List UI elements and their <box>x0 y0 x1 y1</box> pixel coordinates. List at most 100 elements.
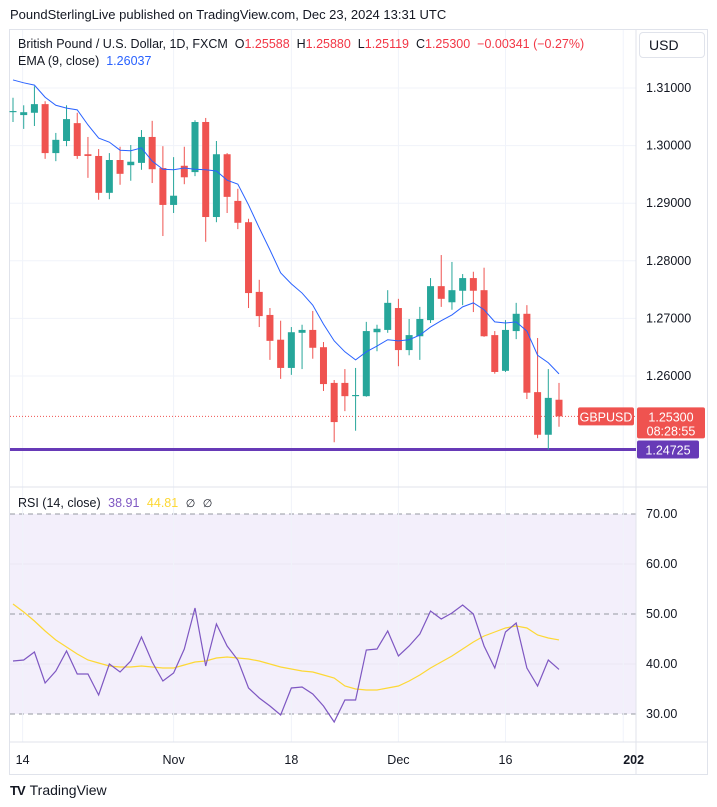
rsi-tick-label: 60.00 <box>646 557 677 571</box>
candle-body <box>105 160 113 193</box>
time-tick-label: 202 <box>623 753 644 767</box>
tradingview-logo-icon: TV <box>10 782 26 798</box>
publisher-line: PoundSterlingLive published on TradingVi… <box>10 7 447 22</box>
candle-body <box>480 290 488 337</box>
symbol-title: British Pound / U.S. Dollar, 1D, FXCM <box>18 37 228 51</box>
candle-body <box>116 160 124 174</box>
candle-body <box>362 331 370 397</box>
candle-body <box>309 329 317 348</box>
price-tick-label: 1.26000 <box>646 369 691 383</box>
candle-body <box>63 119 71 141</box>
chart-frame <box>9 29 708 775</box>
rsi-tick-label: 30.00 <box>646 707 677 721</box>
close-value: 1.25300 <box>425 37 471 51</box>
high-value: 1.25880 <box>305 37 351 51</box>
candle-body <box>137 136 145 163</box>
price-tick-label: 1.29000 <box>646 196 691 210</box>
ohlc-row: British Pound / U.S. Dollar, 1D, FXCM O 1… <box>18 36 584 53</box>
candle-body <box>41 104 49 154</box>
candle-body <box>352 395 360 397</box>
price-tick-label: 1.27000 <box>646 311 691 325</box>
support-tag-bg <box>637 440 699 459</box>
price-tick-label: 1.31000 <box>646 81 691 95</box>
rsi-tick-label: 40.00 <box>646 657 677 671</box>
main-legend: British Pound / U.S. Dollar, 1D, FXCM O 1… <box>18 36 584 70</box>
candle-body <box>555 399 563 417</box>
time-tick-label: 18 <box>284 753 298 767</box>
rsi-line <box>12 604 560 724</box>
rsi-tick-label: 70.00 <box>646 507 677 521</box>
candle-body <box>9 111 17 113</box>
candle-body <box>148 136 156 170</box>
time-tick-label: 14 <box>16 753 30 767</box>
rsi-na-1: ∅ <box>185 498 196 510</box>
ema-value: 1.26037 <box>106 54 152 68</box>
candle-body <box>223 154 231 197</box>
candle-body <box>159 168 167 205</box>
support-price-label: 1.24725 <box>645 443 690 457</box>
rsi-tick-label: 50.00 <box>646 607 677 621</box>
candle-body <box>95 155 103 193</box>
candle-body <box>491 335 499 372</box>
candle-body <box>448 290 456 303</box>
ema-label: EMA (9, close) <box>18 54 100 68</box>
low-value: 1.25119 <box>364 37 410 51</box>
candle-body <box>84 154 92 156</box>
candle-body <box>73 123 81 156</box>
candle-body <box>255 291 263 317</box>
candle-body <box>416 318 424 337</box>
last-price-label: 1.25300 <box>648 410 693 424</box>
currency-button[interactable]: USD <box>639 32 705 58</box>
close-label: C <box>415 37 425 51</box>
open-label: O <box>234 37 245 51</box>
rsi-ma-value: 44.81 <box>146 496 179 510</box>
ema-row[interactable]: EMA (9, close) 1.26037 <box>18 53 584 70</box>
rsi-ma-line <box>12 603 560 691</box>
candle-body <box>341 382 349 397</box>
countdown-label: 08:28:55 <box>647 424 696 438</box>
candle-body <box>469 278 477 291</box>
candle-body <box>191 121 199 173</box>
rsi-legend[interactable]: RSI (14, close) 38.91 44.81 ∅ ∅ <box>18 496 212 510</box>
ema-line <box>12 79 560 375</box>
candle-body <box>20 112 28 116</box>
rsi-band <box>10 514 636 714</box>
candle-body <box>330 382 338 423</box>
time-tick-label: Dec <box>387 753 409 767</box>
candle-body <box>234 200 242 223</box>
candle-body <box>523 313 531 393</box>
footer: TV TradingView <box>10 782 107 798</box>
rsi-na-2: ∅ <box>202 498 213 510</box>
candle-body <box>127 161 135 166</box>
time-tick-label: 16 <box>499 753 513 767</box>
candle-body <box>212 154 220 218</box>
last-price-tag-bg <box>637 407 705 439</box>
candle-body <box>544 397 552 435</box>
candle-body <box>534 392 542 435</box>
candle-body <box>405 335 413 351</box>
candle-body <box>277 339 285 368</box>
symbol-tag: GBPUSD <box>580 410 633 424</box>
change-value: −0.00341 (−0.27%) <box>477 37 585 51</box>
high-label: H <box>296 37 306 51</box>
candle-body <box>170 195 178 205</box>
rsi-value: 38.91 <box>108 496 140 510</box>
low-label: L <box>357 37 365 51</box>
candle-body <box>180 165 188 178</box>
candle-body <box>30 104 38 113</box>
candle-body <box>384 302 392 330</box>
candle-body <box>394 308 402 351</box>
candle-body <box>501 329 509 371</box>
candle-body <box>287 332 295 368</box>
candle-body <box>298 329 306 333</box>
candle-body <box>319 347 327 385</box>
candle-body <box>245 222 253 294</box>
candle-body <box>459 278 467 291</box>
candle-body <box>266 314 274 341</box>
rsi-label: RSI (14, close) <box>18 496 101 510</box>
symbol-tag-bg <box>578 407 634 426</box>
candle-body <box>437 286 445 299</box>
candle-body <box>52 139 60 154</box>
price-tick-label: 1.28000 <box>646 254 691 268</box>
